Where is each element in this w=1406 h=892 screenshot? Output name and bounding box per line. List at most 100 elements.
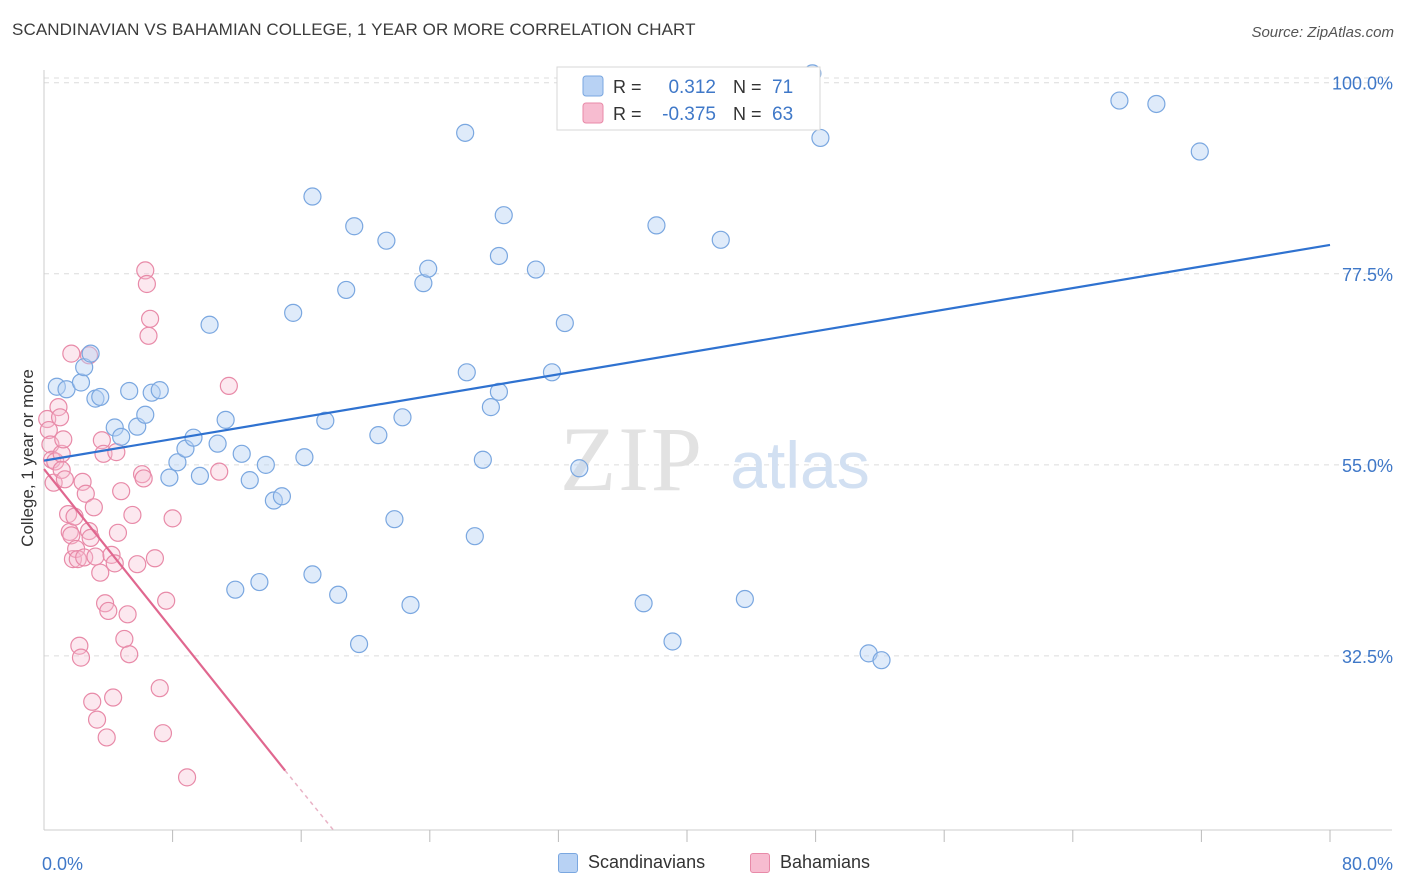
correlation-legend: R = 0.312 N = 71 R = -0.375 N = 63 [556, 66, 821, 131]
bahamian-point [115, 629, 134, 649]
scandinavian-point [71, 373, 91, 392]
bahamians-points [38, 261, 238, 787]
scandinavian-point [369, 426, 388, 445]
scandinavian-point [168, 453, 187, 472]
bahamian-point [65, 507, 84, 526]
bahamian-point [153, 724, 173, 743]
bahamian-point [128, 555, 147, 574]
bahamian-point [112, 482, 131, 501]
scandinavian-point [272, 487, 292, 506]
legend-r-value-blue: 0.312 [668, 77, 716, 98]
watermark-atlas: atlas [730, 428, 869, 502]
tick-labels: 32.5% 55.0% 77.5% 100.0% 0.0% 80.0% [42, 74, 1393, 874]
bahamian-point [145, 549, 165, 568]
scandinavian-point [136, 405, 155, 424]
scandinavian-point [337, 280, 356, 300]
bahamian-point [39, 420, 58, 440]
scandinavian-point [473, 450, 492, 469]
scandinavian-point [256, 455, 275, 474]
gridlines [44, 77, 1392, 657]
bahamian-point [99, 601, 118, 621]
bahamian-point [107, 443, 126, 462]
scandinavian-point [112, 427, 131, 446]
scandinavian-point [481, 398, 500, 417]
source-label: Source: ZipAtlas.com [1251, 24, 1394, 41]
scandinavian-point [663, 632, 682, 651]
scandinavian-point [226, 580, 245, 599]
legend-n-label: N = [733, 104, 762, 124]
scandinavian-point [555, 313, 574, 333]
scandinavian-point [872, 651, 891, 670]
x-tick-label-min: 0.0% [42, 854, 83, 874]
bahamian-point [163, 509, 182, 528]
scandinavian-point [570, 459, 589, 478]
scandinavian-point [250, 572, 269, 592]
scandinavian-point [494, 206, 513, 225]
scandinavian-point [303, 187, 322, 206]
scandinavian-point [419, 259, 438, 278]
scandinavian-point [216, 410, 235, 429]
bahamian-point [83, 692, 102, 711]
scandinavian-point [735, 589, 754, 609]
scandinavian-point [456, 123, 475, 142]
scandinavian-point [200, 315, 219, 334]
bahamian-point [157, 591, 176, 610]
series-legend: Scandinavians Bahamians [0, 850, 1406, 880]
scandinavian-point [414, 274, 433, 293]
bahamian-point [55, 470, 74, 489]
bahamian-point [86, 547, 105, 566]
bahamian-point [118, 605, 137, 624]
bahamians-swatch [750, 852, 770, 873]
scandinavian-point [647, 216, 666, 235]
scandinavian-point [303, 565, 322, 584]
scandinavian-point [240, 471, 259, 490]
y-tick-label: 77.5% [1342, 265, 1393, 285]
legend-swatch-blue [582, 75, 604, 97]
bahamian-point [134, 469, 153, 488]
bahamian-point [50, 408, 70, 427]
chart-title: SCANDINAVIAN VS BAHAMIAN COLLEGE, 1 YEAR… [12, 20, 696, 39]
bahamian-trend-extension [284, 770, 334, 831]
scandinavian-point [120, 381, 139, 401]
scandinavian-point [1190, 142, 1209, 161]
bahamian-point [91, 563, 110, 582]
bahamian-point [71, 648, 91, 667]
scandinavian-point [811, 128, 830, 148]
legend-n-label: N = [733, 77, 762, 97]
y-tick-label: 55.0% [1342, 456, 1393, 476]
bahamian-point [123, 505, 142, 525]
bahamian-point [79, 521, 99, 541]
scandinavian-point [377, 231, 396, 250]
legend-n-value-blue: 71 [772, 77, 793, 98]
scandinavian-point [526, 260, 545, 279]
bahamian-point [137, 274, 156, 294]
legend-r-label: R = [613, 104, 642, 124]
scandinavian-point [634, 594, 653, 613]
bahamian-point [62, 526, 81, 545]
bahamian-point [210, 462, 229, 481]
watermark-zip: ZIP [560, 408, 704, 510]
bahamian-point [219, 376, 238, 395]
legend-item-bahamians[interactable]: Bahamians [750, 852, 870, 873]
scandinavian-point [345, 217, 364, 236]
bahamian-point [105, 554, 124, 573]
scandinavian-point [150, 381, 169, 400]
bahamian-point [136, 261, 155, 280]
bahamian-point [73, 472, 92, 491]
scandinavian-point [91, 387, 110, 407]
scandinavian-point [184, 428, 203, 447]
scandinavian-point [393, 408, 412, 427]
bahamian-point [87, 710, 107, 729]
scandinavian-point [284, 303, 303, 322]
bahamian-point [84, 498, 103, 517]
legend-item-scandinavians[interactable]: Scandinavians [558, 852, 705, 873]
bahamian-point [97, 728, 116, 747]
bahamian-point [120, 645, 139, 664]
bahamian-point [68, 550, 87, 569]
bahamian-point [62, 344, 81, 363]
scandinavian-point [542, 363, 562, 382]
bahamian-trend-line [43, 468, 286, 772]
bahamian-point [104, 688, 123, 707]
scandinavian-point [329, 585, 348, 604]
y-tick-label: 32.5% [1342, 647, 1393, 667]
